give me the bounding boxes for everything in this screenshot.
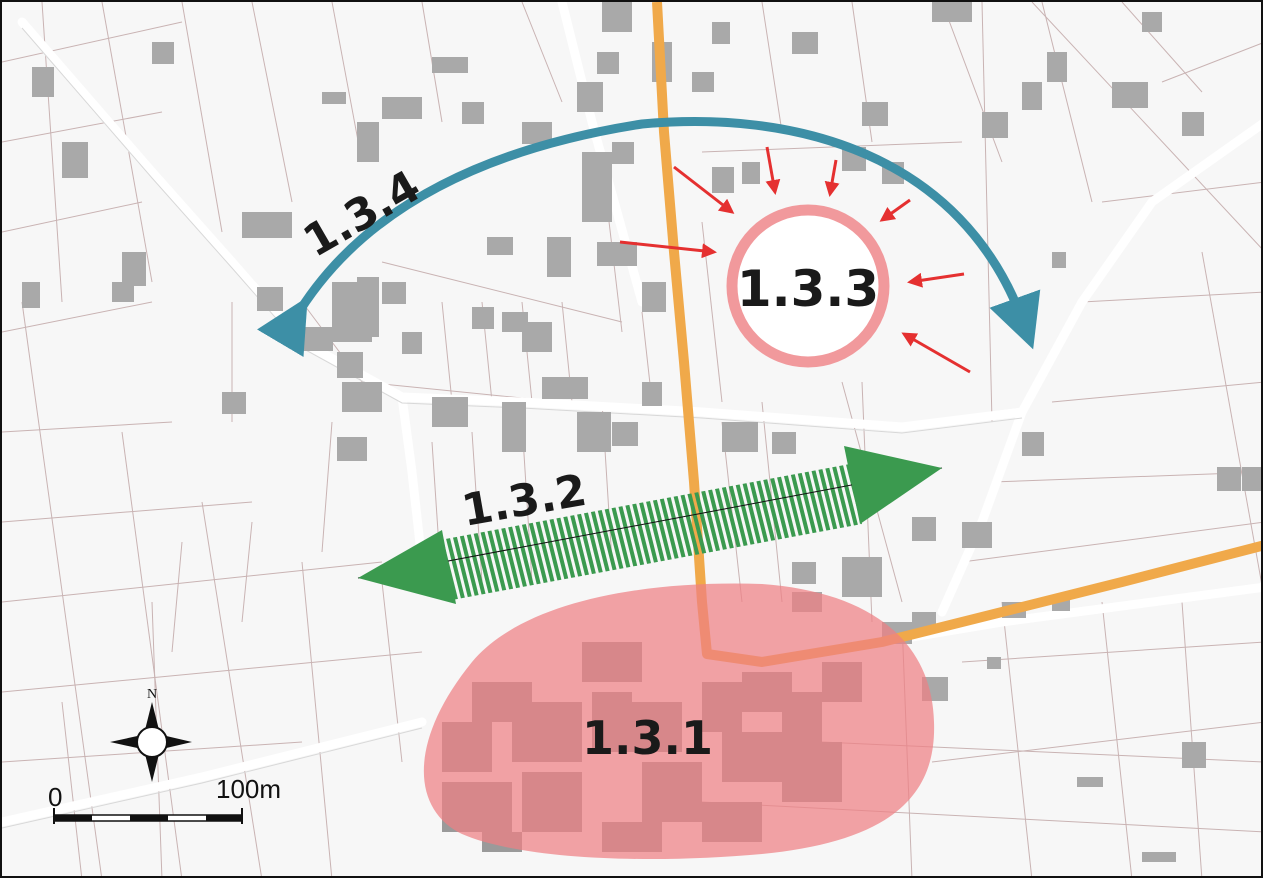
scale-end-label: 100m — [216, 774, 281, 804]
scale-start-label: 0 — [48, 782, 62, 812]
zone-1-3-1-label: 1.3.1 — [582, 711, 713, 765]
zone-1-3-3-label: 1.3.3 — [737, 260, 879, 318]
north-label: N — [147, 687, 157, 702]
